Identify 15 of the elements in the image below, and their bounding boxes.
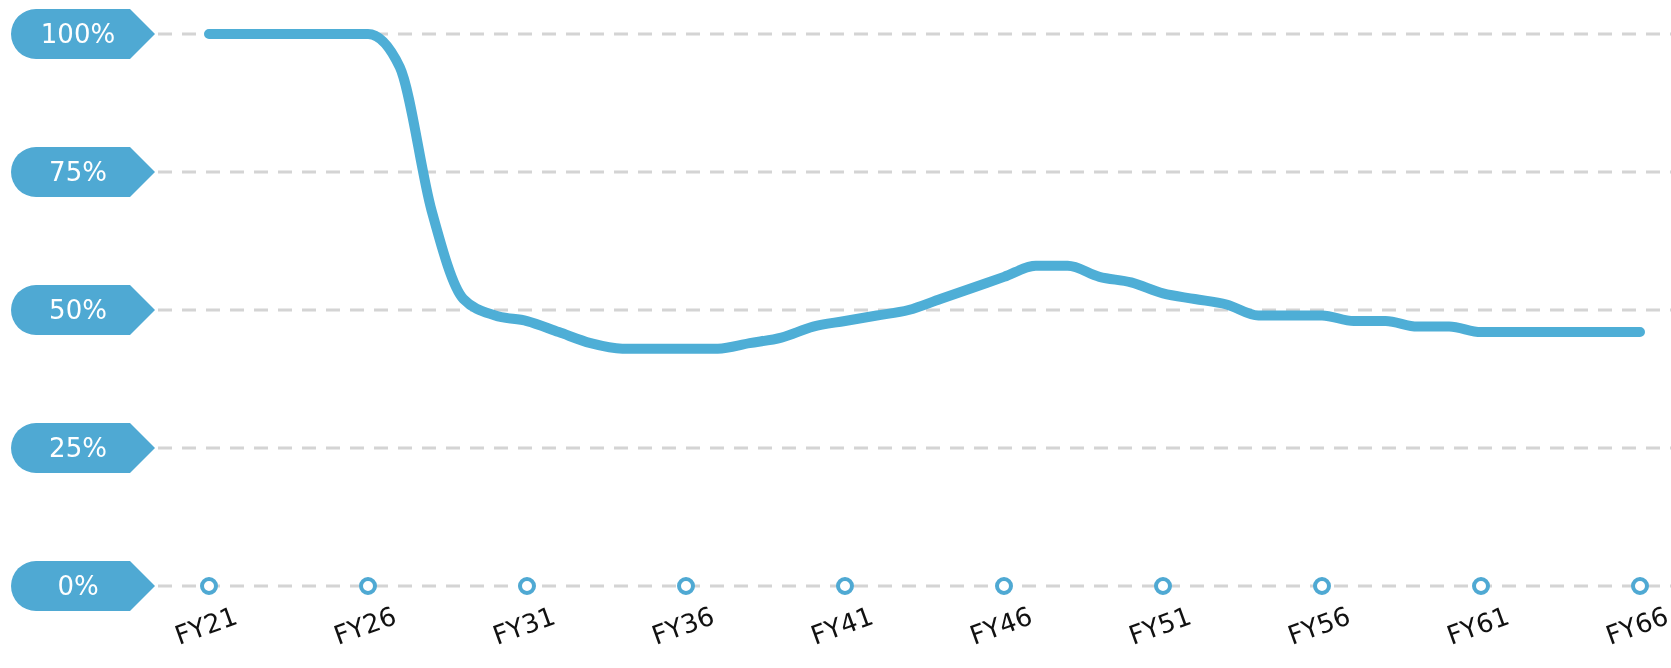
x-tick-label: FY41 bbox=[806, 600, 878, 651]
x-tick-label: FY66 bbox=[1601, 600, 1671, 651]
x-tick-label: FY21 bbox=[170, 600, 242, 651]
y-tick-label: 0% bbox=[57, 571, 99, 602]
x-tick-label: FY26 bbox=[329, 600, 401, 651]
y-tick-label: 25% bbox=[49, 433, 107, 464]
x-tick-label: FY31 bbox=[488, 600, 560, 651]
x-tick-label: FY51 bbox=[1124, 600, 1196, 651]
x-tick-label: FY46 bbox=[965, 600, 1037, 651]
x-tick-label: FY61 bbox=[1442, 600, 1514, 651]
y-tick-label: 75% bbox=[49, 157, 107, 188]
y-tick-label: 50% bbox=[49, 295, 107, 326]
x-tick-label: FY56 bbox=[1283, 600, 1355, 651]
x-tick-label: FY36 bbox=[647, 600, 719, 651]
y-tick-label: 100% bbox=[40, 19, 116, 50]
